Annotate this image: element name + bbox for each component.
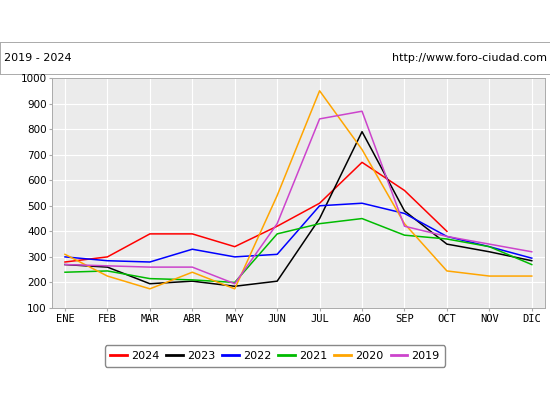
Text: http://www.foro-ciudad.com: http://www.foro-ciudad.com [392,53,547,63]
Text: Evolucion Nº Turistas Nacionales en el municipio de Benuza: Evolucion Nº Turistas Nacionales en el m… [56,14,494,28]
Legend: 2024, 2023, 2022, 2021, 2020, 2019: 2024, 2023, 2022, 2021, 2020, 2019 [104,346,446,366]
Text: 2019 - 2024: 2019 - 2024 [4,53,72,63]
